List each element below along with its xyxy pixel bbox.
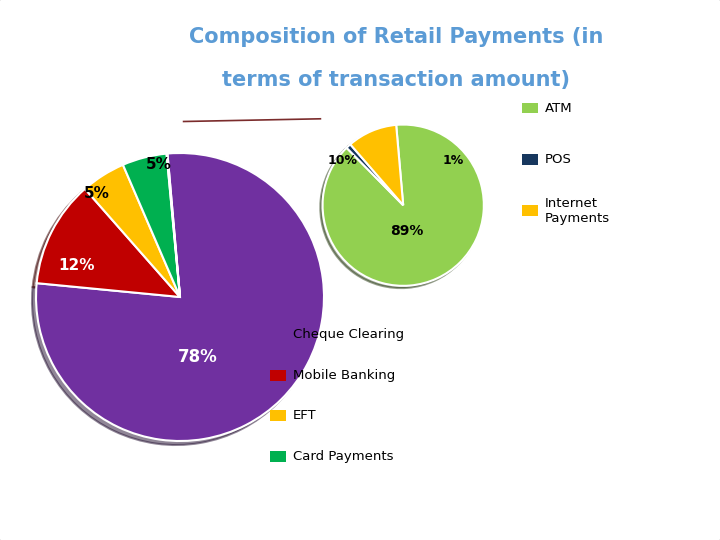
Text: 1%: 1% [443, 154, 464, 167]
Wedge shape [323, 125, 484, 286]
Wedge shape [36, 153, 324, 441]
Text: 89%: 89% [390, 224, 424, 238]
Text: ATM: ATM [545, 102, 572, 114]
Text: Internet
Payments: Internet Payments [545, 197, 610, 225]
Wedge shape [351, 125, 403, 205]
Text: 78%: 78% [177, 348, 217, 367]
Wedge shape [37, 189, 180, 297]
Text: Card Payments: Card Payments [293, 450, 394, 463]
Text: 5%: 5% [145, 157, 171, 172]
Text: terms of transaction amount): terms of transaction amount) [222, 70, 570, 90]
Wedge shape [85, 165, 180, 297]
Text: Composition of Retail Payments (in: Composition of Retail Payments (in [189, 27, 603, 47]
Text: 5%: 5% [84, 186, 109, 201]
Text: POS: POS [545, 153, 572, 166]
Wedge shape [166, 153, 180, 297]
Text: 12%: 12% [58, 258, 94, 273]
Text: Mobile Banking: Mobile Banking [293, 369, 395, 382]
Wedge shape [123, 153, 180, 297]
Text: EFT: EFT [293, 409, 317, 422]
Text: 10%: 10% [328, 154, 358, 167]
Text: Cheque Clearing: Cheque Clearing [293, 328, 404, 341]
Wedge shape [346, 144, 403, 205]
